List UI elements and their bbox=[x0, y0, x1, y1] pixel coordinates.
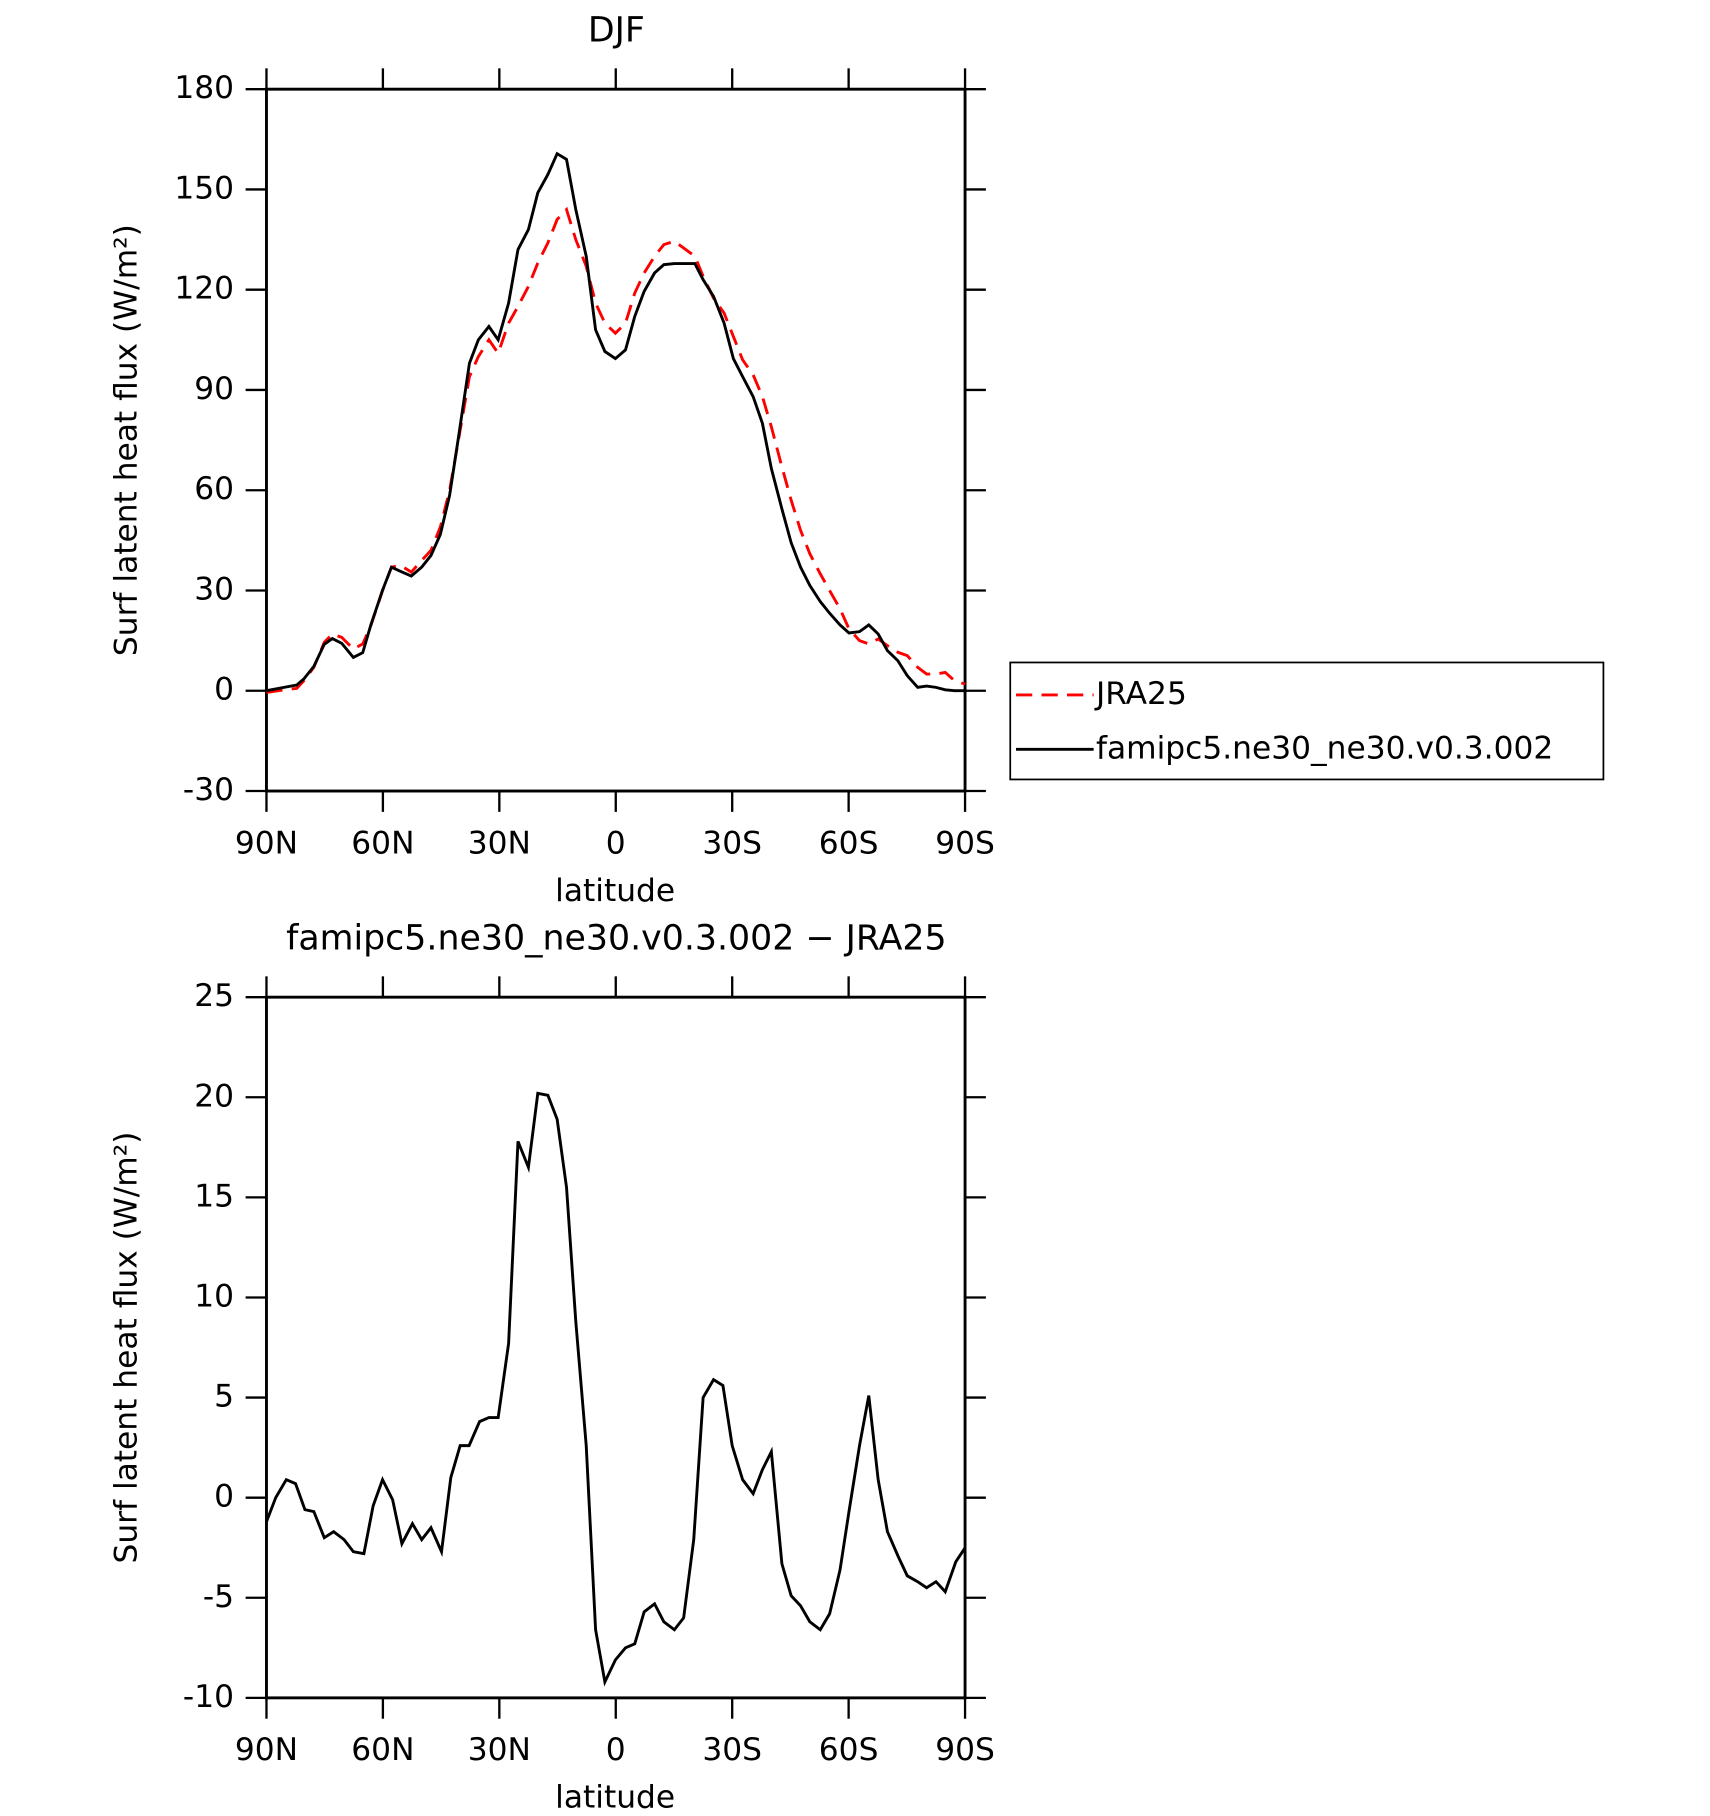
x-tick-label: 30S bbox=[702, 1732, 762, 1768]
x-tick-label: 0 bbox=[606, 1732, 626, 1768]
x-tick-label: 90S bbox=[935, 825, 995, 861]
x-tick-label: 90S bbox=[935, 1732, 995, 1768]
y-tick-label: 25 bbox=[194, 978, 234, 1014]
x-tick-label: 30N bbox=[468, 825, 531, 861]
x-tick-label: 60N bbox=[351, 1732, 414, 1768]
y-tick-label: 120 bbox=[174, 271, 234, 307]
data-line bbox=[266, 151, 966, 693]
x-axis-label: latitude bbox=[555, 873, 675, 909]
chart-title: DJF bbox=[588, 10, 645, 50]
legend-label: famipc5.ne30_ne30.v0.3.002 bbox=[1096, 730, 1553, 766]
y-tick-label: 20 bbox=[194, 1078, 234, 1114]
x-tick-label: 90N bbox=[235, 1732, 298, 1768]
y-tick-label: 150 bbox=[174, 170, 234, 206]
y-tick-label: 180 bbox=[174, 70, 234, 106]
legend-box bbox=[1009, 661, 1605, 781]
x-tick-label: 30N bbox=[468, 1732, 531, 1768]
x-tick-label: 60S bbox=[819, 1732, 879, 1768]
y-tick-label: 30 bbox=[194, 572, 234, 608]
y-tick-label: -5 bbox=[203, 1579, 234, 1615]
y-tick-label: 0 bbox=[214, 1479, 234, 1515]
x-tick-label: 60S bbox=[819, 825, 879, 861]
x-tick-label: 60N bbox=[351, 825, 414, 861]
y-tick-label: 5 bbox=[214, 1379, 234, 1415]
chart-title: famipc5.ne30_ne30.v0.3.002 − JRA25 bbox=[286, 918, 947, 958]
data-line bbox=[265, 1091, 967, 1687]
x-tick-label: 90N bbox=[235, 825, 298, 861]
legend: JRA25 famipc5.ne30_ne30.v0.3.002 bbox=[1009, 661, 1605, 781]
y-tick-label: 15 bbox=[194, 1178, 234, 1214]
x-tick-label: 30S bbox=[702, 825, 762, 861]
x-tick-label: 0 bbox=[606, 825, 626, 861]
plot-frame bbox=[265, 995, 967, 1700]
y-tick-label: 60 bbox=[194, 471, 234, 507]
legend-label: JRA25 bbox=[1094, 676, 1187, 712]
plot-frame bbox=[265, 87, 967, 793]
y-tick-label: 90 bbox=[194, 371, 234, 407]
y-axis-label: Surf latent heat flux (W/m²) bbox=[108, 224, 144, 656]
y-tick-label: -30 bbox=[183, 772, 234, 808]
y-tick-label: -10 bbox=[183, 1679, 234, 1715]
x-axis-label: latitude bbox=[555, 1780, 675, 1816]
y-axis-label: Surf latent heat flux (W/m²) bbox=[108, 1132, 144, 1564]
y-tick-label: 0 bbox=[214, 672, 234, 708]
y-tick-label: 10 bbox=[194, 1278, 234, 1314]
